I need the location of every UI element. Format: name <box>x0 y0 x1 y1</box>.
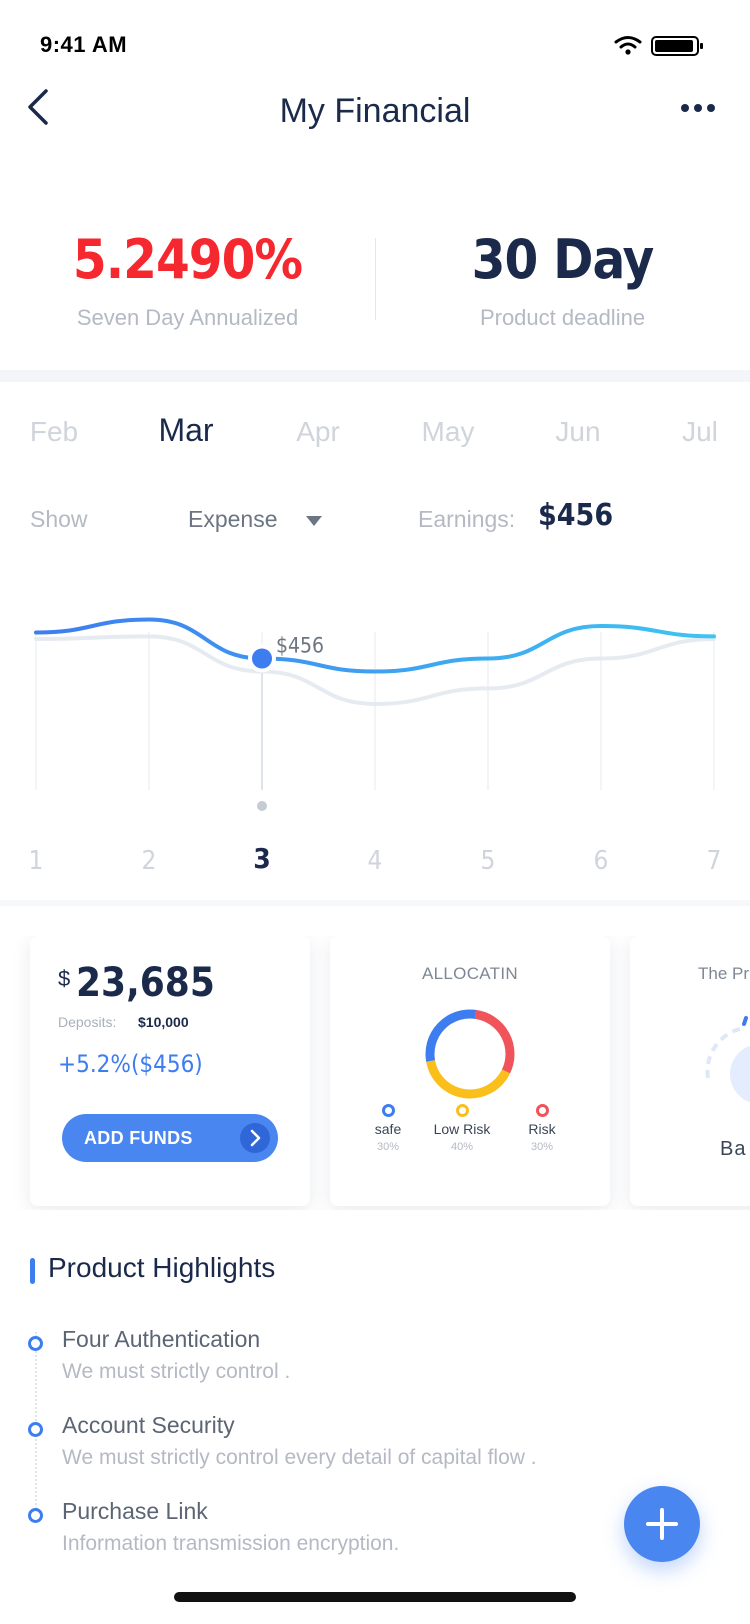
progress-ring <box>705 1016 750 1103</box>
currency-symbol: $ <box>58 966 71 991</box>
allocation-title: ALLOCATIN <box>422 964 518 983</box>
legend-name: Risk <box>528 1121 556 1137</box>
series-line-ghost <box>34 634 716 707</box>
tab-month-mar[interactable]: Mar <box>158 412 214 448</box>
highlight-item[interactable]: Four Authentication We must strictly con… <box>0 1324 750 1404</box>
status-time: 9:41 AM <box>40 32 128 57</box>
chevron-right-icon <box>240 1123 270 1153</box>
donut-slice-safe <box>425 1009 477 1062</box>
highlight-desc: We must strictly control every detail of… <box>62 1446 537 1469</box>
annualized-rate: 5.2490% Seven Day Annualized <box>0 228 375 331</box>
selected-value-label: $456 <box>276 634 324 658</box>
allocation-donut-chart <box>425 1009 515 1099</box>
x-tick-label[interactable]: 1 <box>28 846 44 876</box>
rate-value: 5.2490% <box>72 228 303 291</box>
caret-down-icon[interactable] <box>306 516 322 526</box>
summary-divider <box>375 238 376 320</box>
timeline-dot-icon <box>28 1336 43 1351</box>
section-accent-bar <box>30 1258 35 1284</box>
legend-percent: 40% <box>450 1141 474 1153</box>
rate-label: Seven Day Annualized <box>76 305 299 330</box>
legend-item-low-risk: Low Risk 40% <box>422 1104 502 1153</box>
section-divider <box>0 370 750 382</box>
page-title: My Financial <box>279 92 471 130</box>
legend-dot <box>535 1104 549 1117</box>
tab-month-jul[interactable]: Jul <box>682 416 718 447</box>
highlight-desc: Information transmission encryption. <box>62 1532 400 1555</box>
chevron-left-icon[interactable] <box>20 88 80 134</box>
highlights-title: Product Highlights <box>48 1252 276 1283</box>
legend-percent: 30% <box>530 1141 554 1153</box>
deadline-label: Product deadline <box>479 305 646 330</box>
tab-month-feb[interactable]: Feb <box>29 416 79 447</box>
cards-carousel[interactable]: $ 23,685 Deposits: $10,000 +5.2%($456) A… <box>0 936 750 1210</box>
battery-icon <box>651 36 703 56</box>
summary-panel: 5.2490% Seven Day Annualized 30 Day Prod… <box>0 200 750 370</box>
tab-month-may[interactable]: May <box>421 416 475 447</box>
product-deadline: 30 Day Product deadline <box>375 228 750 331</box>
highlight-desc: We must strictly control . <box>62 1360 291 1383</box>
legend-dot <box>381 1104 395 1117</box>
highlight-name: Account Security <box>62 1412 235 1438</box>
earnings-chart-svg: $456 <box>34 617 716 811</box>
home-indicator <box>174 1592 576 1602</box>
x-tick-label[interactable]: 6 <box>593 846 609 876</box>
deadline-value: 30 Day <box>471 228 655 291</box>
balance-change: +5.2%($456) <box>58 1050 203 1078</box>
nav-bar: My Financial <box>0 88 750 188</box>
product-card-title: The Pr <box>698 964 750 983</box>
tab-month-apr[interactable]: Apr <box>296 416 340 447</box>
selected-point[interactable] <box>252 648 272 669</box>
add-fab-button[interactable] <box>624 1486 700 1562</box>
more-dots-icon[interactable] <box>676 98 726 118</box>
product-card-label: Ba <box>720 1138 747 1160</box>
month-selector: Feb Mar Apr May Jun Jul <box>0 410 750 460</box>
timeline-dot-icon <box>28 1422 43 1437</box>
timeline-dot-icon <box>28 1508 43 1523</box>
add-funds-button[interactable]: ADD FUNDS <box>62 1114 278 1162</box>
product-card-partial[interactable]: The Pr Ba <box>630 936 750 1206</box>
donut-slice-low-risk <box>426 1059 510 1099</box>
highlight-item[interactable]: Purchase Link Information transmission e… <box>0 1496 750 1576</box>
x-tick-label[interactable]: 3 <box>253 842 271 875</box>
legend-name: Low Risk <box>433 1121 491 1137</box>
x-tick-label[interactable]: 5 <box>480 846 496 876</box>
earnings-value: $456 <box>538 498 614 533</box>
deposits-label: Deposits: <box>58 1014 117 1030</box>
balance-amount: 23,685 <box>76 960 215 1006</box>
legend-item-safe: safe 30% <box>348 1104 428 1153</box>
x-tick-label[interactable]: 2 <box>141 846 157 876</box>
x-tick-label[interactable]: 7 <box>706 846 722 876</box>
selected-bottom-dot <box>257 801 267 811</box>
highlight-name: Purchase Link <box>62 1498 208 1524</box>
allocation-card[interactable]: ALLOCATIN safe 30% Low Risk 40% Risk 30% <box>330 936 610 1206</box>
status-icons <box>614 36 703 56</box>
filter-row: Show Expense Earnings: $456 <box>0 498 750 542</box>
wifi-icon <box>614 36 642 55</box>
balance-card[interactable]: $ 23,685 Deposits: $10,000 +5.2%($456) A… <box>30 936 310 1206</box>
earnings-label: Earnings: <box>418 506 516 532</box>
highlight-name: Four Authentication <box>62 1326 261 1352</box>
show-dropdown[interactable]: Expense <box>188 506 278 532</box>
legend-dot <box>455 1104 469 1117</box>
deposits-value: $10,000 <box>138 1014 189 1030</box>
series-line-main <box>34 617 716 674</box>
legend-item-risk: Risk 30% <box>502 1104 582 1153</box>
add-funds-label: ADD FUNDS <box>84 1128 193 1148</box>
highlight-item[interactable]: Account Security We must strictly contro… <box>0 1410 750 1490</box>
status-bar: 9:41 AM <box>0 0 750 88</box>
legend-percent: 30% <box>376 1141 400 1153</box>
show-label: Show <box>30 506 88 532</box>
section-divider <box>0 900 750 906</box>
earnings-chart: $456 <box>0 580 750 880</box>
tab-month-jun[interactable]: Jun <box>555 416 601 447</box>
x-tick-label[interactable]: 4 <box>367 846 383 876</box>
donut-slice-risk <box>474 1009 515 1074</box>
legend-name: safe <box>374 1121 402 1137</box>
